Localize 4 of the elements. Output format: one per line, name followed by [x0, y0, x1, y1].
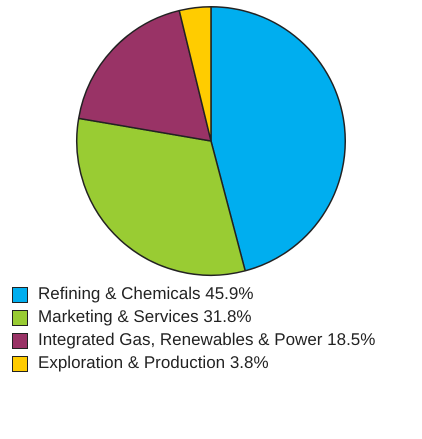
- legend-label: Integrated Gas, Renewables & Power 18.5%: [38, 330, 376, 350]
- legend-label: Exploration & Production 3.8%: [38, 353, 269, 373]
- legend-label: Marketing & Services 31.8%: [38, 307, 252, 327]
- legend-label: Refining & Chemicals 45.9%: [38, 284, 254, 304]
